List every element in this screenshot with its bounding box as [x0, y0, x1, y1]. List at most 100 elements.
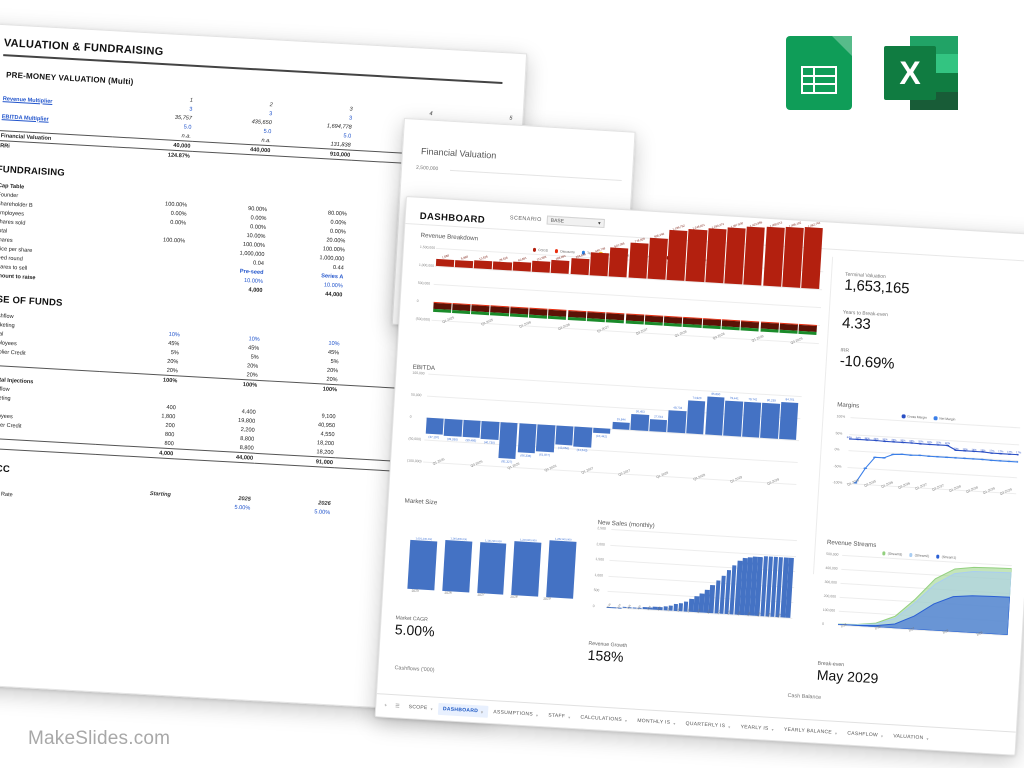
bar-rect	[760, 402, 780, 439]
app-icons: X	[786, 36, 958, 110]
data-point	[998, 460, 1003, 462]
bar-segment-net-income	[760, 328, 779, 333]
chevron-down-icon[interactable]: ▾	[430, 705, 434, 712]
sheet-tab-label: ASSUMPTIONS	[493, 709, 534, 718]
data-point	[909, 442, 914, 444]
kpi-item: Years to Break-even 4.33	[842, 310, 1023, 343]
bar-segment-net-income	[451, 310, 471, 314]
sheet-tab-monthly-is[interactable]: MONTHLY IS ▾	[632, 715, 681, 730]
axis-category-label: 1/26	[873, 624, 882, 631]
google-sheets-icon[interactable]	[786, 36, 852, 110]
chevron-down-icon[interactable]: ▾	[624, 717, 628, 723]
data-label: 19%	[953, 447, 959, 451]
scenario-value: BASE	[550, 217, 565, 225]
sheet-tab-scope[interactable]: SCOPE ▾	[403, 701, 438, 715]
bar-rect	[611, 421, 630, 430]
bar-rect	[443, 418, 463, 438]
sheet-tab-dashboard[interactable]: DASHBOARD ▾	[437, 702, 489, 718]
bar-segment-cogs	[589, 252, 610, 277]
data-point	[883, 440, 887, 443]
data-label: 1,141,500,000	[484, 539, 502, 544]
axis-category-label: 1/29	[776, 613, 782, 619]
sheet-tab-quarterly-is[interactable]: QUARTERLY IS ▾	[680, 717, 736, 732]
chevron-down-icon: ▾	[597, 220, 601, 227]
bar-segment-cogs	[724, 226, 746, 285]
bar-series	[606, 529, 795, 618]
bar-rect	[555, 425, 574, 446]
sheet-tab-label: YEARLY BALANCE	[783, 726, 833, 736]
chevron-down-icon[interactable]: ▾	[728, 723, 731, 729]
data-label: 17%	[1007, 451, 1013, 455]
scenario-label: SCENARIO	[509, 214, 542, 223]
dashboard-sheet[interactable]: DASHBOARD SCENARIO BASE ▾ Revenue Breakd…	[374, 196, 1024, 756]
data-point	[891, 453, 895, 456]
bar-segment-cogs	[685, 228, 708, 283]
axis-tick-label: 2,500	[597, 526, 606, 531]
data-point	[980, 458, 985, 461]
data-label: 17%	[998, 450, 1004, 454]
sheet-tab-assumptions[interactable]: ASSUMPTIONS ▾	[488, 706, 544, 721]
data-point	[963, 450, 967, 452]
bar-rect	[498, 422, 518, 459]
sheet-tab-valuation[interactable]: VALUATION ▾	[888, 730, 934, 745]
microsoft-excel-icon[interactable]: X	[884, 36, 958, 110]
sheet-tab-calculations[interactable]: CALCULATIONS ▾	[575, 711, 633, 726]
axis-category-label: 1/25	[839, 622, 848, 629]
sheet-tab-yearly-balance[interactable]: YEARLY BALANCE ▾	[779, 723, 843, 739]
market-size-panel: Market Size 1,091,200,000 1,145,800,000 1,…	[398, 497, 584, 620]
data-point	[900, 441, 905, 444]
legend-swatch	[909, 553, 913, 557]
sheet-tab-bar[interactable]: + ☰ SCOPE ▾ DASHBOARD ▾ ASSUMPTIONS ▾ STAFF ▾ CA…	[375, 693, 1016, 755]
sheet-tab-yearly-is[interactable]: YEARLY IS ▾	[735, 721, 779, 736]
all-sheets-icon[interactable]: ☰	[395, 703, 400, 710]
data-label: 80,239	[766, 397, 776, 403]
bar-rect	[741, 401, 762, 438]
axis-category-label: 1/25	[626, 604, 632, 610]
bar-segment-net-income	[798, 331, 817, 335]
chevron-down-icon[interactable]: ▾	[834, 730, 838, 736]
sheet-tab-label: MONTHLY IS	[637, 717, 671, 726]
legend-swatch	[554, 249, 559, 253]
chevron-down-icon[interactable]: ▾	[771, 726, 775, 732]
sheet-tab-staff[interactable]: STAFF ▾	[543, 709, 576, 723]
data-point	[962, 457, 967, 460]
legend-label: Net Margin	[939, 416, 956, 422]
revenue-streams-panel: Revenue Streams (Stream3) (Stream2) (Strea…	[821, 539, 1013, 654]
break-even-value: May 2029	[816, 666, 879, 687]
data-label: 1,588	[441, 253, 450, 260]
scenario-select[interactable]: BASE ▾	[546, 215, 605, 228]
data-label: 1,220,900,000	[519, 538, 537, 543]
data-label: 19%	[980, 448, 986, 453]
data-point	[900, 453, 904, 456]
market-cagr-stat: Market CAGR 5.00%	[394, 615, 435, 639]
data-label: 34%	[873, 437, 879, 441]
chevron-down-icon[interactable]: ▾	[880, 733, 884, 739]
bar-segment-net-income	[625, 320, 644, 325]
kpi-item: Terminal Valuation 1,653,165	[844, 272, 1024, 305]
chevron-down-icon[interactable]: ▾	[480, 708, 484, 715]
axis-tick-label: 1,500	[595, 557, 605, 562]
sheet-tab-cashflow[interactable]: CASHFLOW ▾	[842, 727, 889, 742]
bar-rect	[667, 410, 687, 434]
chevron-down-icon[interactable]: ▾	[673, 720, 676, 726]
axis-tick-label: 1,000	[594, 572, 604, 578]
data-point	[953, 457, 958, 459]
bar-segment-cogs	[782, 226, 804, 288]
axis-tick-label: 1,000,000	[418, 262, 435, 268]
axis-category-label: 1/29	[975, 630, 984, 637]
data-point	[909, 454, 913, 456]
add-sheet-icon[interactable]: +	[384, 702, 388, 709]
bar-rect	[425, 417, 444, 436]
axis-category-label: 1/26	[656, 605, 662, 612]
chevron-down-icon[interactable]: ▾	[926, 735, 929, 741]
data-point	[980, 451, 985, 453]
chevron-down-icon[interactable]: ▾	[535, 712, 539, 718]
chevron-down-icon[interactable]: ▾	[568, 714, 571, 720]
legend-item: Gross Margin	[901, 414, 927, 420]
axis-tick-label: 200,000	[823, 593, 837, 599]
margins-lines	[847, 438, 1021, 493]
data-label: 5,988	[460, 254, 469, 261]
axis-tick-label: (50,000)	[408, 436, 422, 442]
scenario-control[interactable]: SCENARIO BASE ▾	[510, 213, 605, 228]
